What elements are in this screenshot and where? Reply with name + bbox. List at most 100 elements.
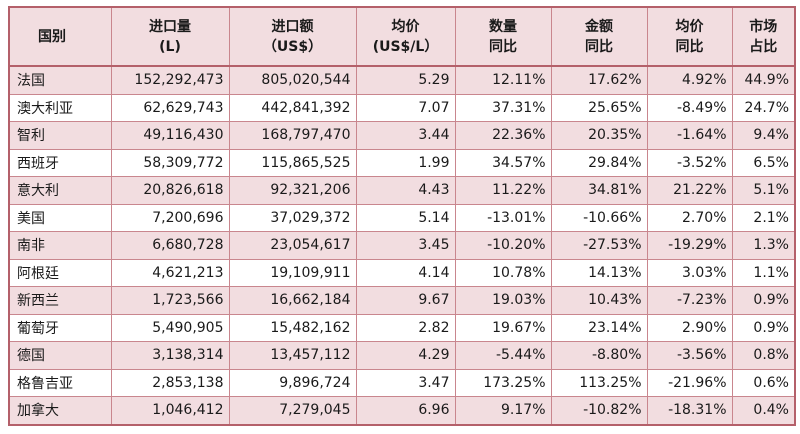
value-cell: 6,680,728 bbox=[110, 231, 230, 260]
value-cell: -8.80% bbox=[550, 341, 648, 370]
value-cell: 3.44 bbox=[355, 121, 456, 150]
table-row: 法国 152,292,473 805,020,544 5.29 12.11% 17.62%… bbox=[8, 65, 796, 95]
table-row: 意大利 20,826,618 92,321,206 4.43 11.22% 34.81% 2… bbox=[8, 176, 796, 205]
value-cell: 173.25% bbox=[454, 368, 552, 397]
value-cell: 12.11% bbox=[454, 65, 552, 95]
table-row: 美国 7,200,696 37,029,372 5.14 -13.01% -10.66% 2… bbox=[8, 203, 796, 232]
table-row: 西班牙 58,309,772 115,865,525 1.99 34.57% 29.84%… bbox=[8, 148, 796, 177]
value-cell: 5.1% bbox=[731, 176, 796, 205]
table-row: 德国 3,138,314 13,457,112 4.29 -5.44% -8.80% -3.… bbox=[8, 341, 796, 370]
value-cell: 0.9% bbox=[731, 313, 796, 342]
value-cell: 19.03% bbox=[454, 286, 552, 315]
value-cell: 805,020,544 bbox=[228, 65, 357, 95]
value-cell: -3.52% bbox=[646, 148, 733, 177]
value-cell: -7.23% bbox=[646, 286, 733, 315]
value-cell: 25.65% bbox=[550, 93, 648, 122]
value-cell: 3,138,314 bbox=[110, 341, 230, 370]
value-cell: 1.99 bbox=[355, 148, 456, 177]
value-cell: 7,279,045 bbox=[228, 396, 357, 425]
value-cell: 2,853,138 bbox=[110, 368, 230, 397]
value-cell: 1,046,412 bbox=[110, 396, 230, 425]
country-cell: 加拿大 bbox=[8, 396, 112, 425]
table-body: 法国 152,292,473 805,020,544 5.29 12.11% 17.62%… bbox=[8, 65, 796, 425]
value-cell: 16,662,184 bbox=[228, 286, 357, 315]
value-cell: 14.13% bbox=[550, 258, 648, 287]
value-cell: -19.29% bbox=[646, 231, 733, 260]
value-cell: 4.14 bbox=[355, 258, 456, 287]
value-cell: 1,723,566 bbox=[110, 286, 230, 315]
value-cell: 23.14% bbox=[550, 313, 648, 342]
country-cell: 美国 bbox=[8, 203, 112, 232]
value-cell: 29.84% bbox=[550, 148, 648, 177]
header-value: 进口额 （US$） bbox=[228, 6, 357, 67]
value-cell: 5,490,905 bbox=[110, 313, 230, 342]
value-cell: 1.3% bbox=[731, 231, 796, 260]
value-cell: 0.4% bbox=[731, 396, 796, 425]
value-cell: -18.31% bbox=[646, 396, 733, 425]
value-cell: 23,054,617 bbox=[228, 231, 357, 260]
wine-import-table: 国别 进口量 (L) 进口额 （US$） 均价 (US$/L） 数量 同比 金额 同比 均… bbox=[8, 6, 796, 426]
header-avg-price: 均价 (US$/L） bbox=[355, 6, 456, 67]
value-cell: 7,200,696 bbox=[110, 203, 230, 232]
header-price-yoy: 均价 同比 bbox=[646, 6, 733, 67]
value-cell: 17.62% bbox=[550, 65, 648, 95]
country-cell: 智利 bbox=[8, 121, 112, 150]
country-cell: 新西兰 bbox=[8, 286, 112, 315]
value-cell: 4.43 bbox=[355, 176, 456, 205]
value-cell: 3.47 bbox=[355, 368, 456, 397]
table-header-row: 国别 进口量 (L) 进口额 （US$） 均价 (US$/L） 数量 同比 金额 同比 均… bbox=[8, 6, 796, 67]
value-cell: 0.6% bbox=[731, 368, 796, 397]
value-cell: 9.17% bbox=[454, 396, 552, 425]
value-cell: 19.67% bbox=[454, 313, 552, 342]
header-volume: 进口量 (L) bbox=[110, 6, 230, 67]
table-row: 格鲁吉亚 2,853,138 9,896,724 3.47 173.25% 113.25%… bbox=[8, 368, 796, 397]
value-cell: 4.29 bbox=[355, 341, 456, 370]
value-cell: 13,457,112 bbox=[228, 341, 357, 370]
value-cell: 10.43% bbox=[550, 286, 648, 315]
table-row: 澳大利亚 62,629,743 442,841,392 7.07 37.31% 25.65… bbox=[8, 93, 796, 122]
value-cell: 2.90% bbox=[646, 313, 733, 342]
value-cell: -1.64% bbox=[646, 121, 733, 150]
value-cell: 10.78% bbox=[454, 258, 552, 287]
value-cell: 442,841,392 bbox=[228, 93, 357, 122]
value-cell: 152,292,473 bbox=[110, 65, 230, 95]
country-cell: 澳大利亚 bbox=[8, 93, 112, 122]
value-cell: 34.57% bbox=[454, 148, 552, 177]
value-cell: 92,321,206 bbox=[228, 176, 357, 205]
country-cell: 西班牙 bbox=[8, 148, 112, 177]
table-row: 智利 49,116,430 168,797,470 3.44 22.36% 20.35% -… bbox=[8, 121, 796, 150]
header-market-share: 市场 占比 bbox=[731, 6, 796, 67]
value-cell: 21.22% bbox=[646, 176, 733, 205]
import-table-container: 国别 进口量 (L) 进口额 （US$） 均价 (US$/L） 数量 同比 金额 同比 均… bbox=[8, 6, 796, 426]
table-row: 南非 6,680,728 23,054,617 3.45 -10.20% -27.53% -… bbox=[8, 231, 796, 260]
value-cell: -10.82% bbox=[550, 396, 648, 425]
country-cell: 阿根廷 bbox=[8, 258, 112, 287]
value-cell: 4,621,213 bbox=[110, 258, 230, 287]
header-country: 国别 bbox=[8, 6, 112, 67]
country-cell: 法国 bbox=[8, 65, 112, 95]
value-cell: 5.14 bbox=[355, 203, 456, 232]
value-cell: 2.82 bbox=[355, 313, 456, 342]
value-cell: 58,309,772 bbox=[110, 148, 230, 177]
value-cell: 19,109,911 bbox=[228, 258, 357, 287]
value-cell: 37,029,372 bbox=[228, 203, 357, 232]
country-cell: 葡萄牙 bbox=[8, 313, 112, 342]
value-cell: -8.49% bbox=[646, 93, 733, 122]
value-cell: 9.4% bbox=[731, 121, 796, 150]
value-cell: 2.1% bbox=[731, 203, 796, 232]
value-cell: 1.1% bbox=[731, 258, 796, 287]
value-cell: 168,797,470 bbox=[228, 121, 357, 150]
country-cell: 格鲁吉亚 bbox=[8, 368, 112, 397]
value-cell: -10.20% bbox=[454, 231, 552, 260]
value-cell: 37.31% bbox=[454, 93, 552, 122]
value-cell: 24.7% bbox=[731, 93, 796, 122]
value-cell: 3.45 bbox=[355, 231, 456, 260]
table-row: 加拿大 1,046,412 7,279,045 6.96 9.17% -10.82% -18… bbox=[8, 396, 796, 425]
value-cell: 113.25% bbox=[550, 368, 648, 397]
value-cell: 20,826,618 bbox=[110, 176, 230, 205]
value-cell: -3.56% bbox=[646, 341, 733, 370]
value-cell: 9,896,724 bbox=[228, 368, 357, 397]
value-cell: -5.44% bbox=[454, 341, 552, 370]
value-cell: 7.07 bbox=[355, 93, 456, 122]
table-row: 新西兰 1,723,566 16,662,184 9.67 19.03% 10.43% -7… bbox=[8, 286, 796, 315]
